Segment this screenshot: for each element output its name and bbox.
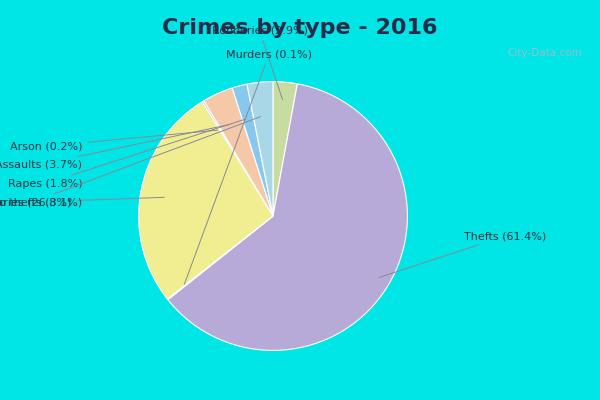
Wedge shape xyxy=(167,216,273,300)
Text: Crimes by type - 2016: Crimes by type - 2016 xyxy=(162,18,438,38)
Text: City-Data.com: City-Data.com xyxy=(507,48,582,58)
Wedge shape xyxy=(204,88,273,216)
Wedge shape xyxy=(273,82,298,216)
Wedge shape xyxy=(247,82,273,216)
Wedge shape xyxy=(202,101,273,216)
Text: Auto thefts (3.1%): Auto thefts (3.1%) xyxy=(0,117,260,208)
Text: Rapes (1.8%): Rapes (1.8%) xyxy=(8,119,245,189)
Text: Thefts (61.4%): Thefts (61.4%) xyxy=(379,231,546,277)
Text: Assaults (3.7%): Assaults (3.7%) xyxy=(0,125,229,170)
Text: Burglaries (26.8%): Burglaries (26.8%) xyxy=(0,197,164,208)
Wedge shape xyxy=(168,84,407,350)
Wedge shape xyxy=(232,84,273,216)
Text: Arson (0.2%): Arson (0.2%) xyxy=(10,130,218,151)
Text: Murders (0.1%): Murders (0.1%) xyxy=(184,50,312,284)
Text: Robberies (2.9%): Robberies (2.9%) xyxy=(212,26,308,100)
Wedge shape xyxy=(139,102,273,299)
